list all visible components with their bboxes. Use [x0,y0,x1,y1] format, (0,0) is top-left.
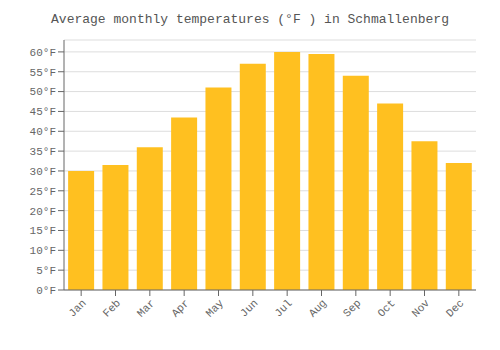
svg-text:Mar: Mar [135,297,157,319]
svg-text:15°F: 15°F [30,225,56,237]
svg-text:5°F: 5°F [36,265,56,277]
svg-text:25°F: 25°F [30,186,56,198]
svg-text:60°F: 60°F [30,47,56,59]
svg-text:Sep: Sep [341,297,363,319]
svg-text:50°F: 50°F [30,86,56,98]
html-text:Average monthly temperatures (: Average monthly temperatures (°F ) in Sc… [51,12,449,27]
svg-text:Oct: Oct [375,297,397,319]
svg-text:30°F: 30°F [30,166,56,178]
svg-text:10°F: 10°F [30,245,56,257]
svg-text:35°F: 35°F [30,146,56,158]
svg-text:Feb: Feb [101,297,123,319]
svg-text:Jun: Jun [238,297,260,319]
svg-text:55°F: 55°F [30,67,56,79]
svg-text:Jul: Jul [272,297,294,319]
svg-text:45°F: 45°F [30,106,56,118]
svg-text:0°F: 0°F [36,285,56,297]
svg-text:20°F: 20°F [30,206,56,218]
svg-text:Jan: Jan [66,297,88,319]
svg-text:40°F: 40°F [30,126,56,138]
svg-text:May: May [204,297,227,320]
svg-text:Nov: Nov [410,297,433,320]
svg-text:Aug: Aug [307,297,329,319]
svg-text:Apr: Apr [169,297,191,319]
svg-text:Dec: Dec [444,297,466,319]
